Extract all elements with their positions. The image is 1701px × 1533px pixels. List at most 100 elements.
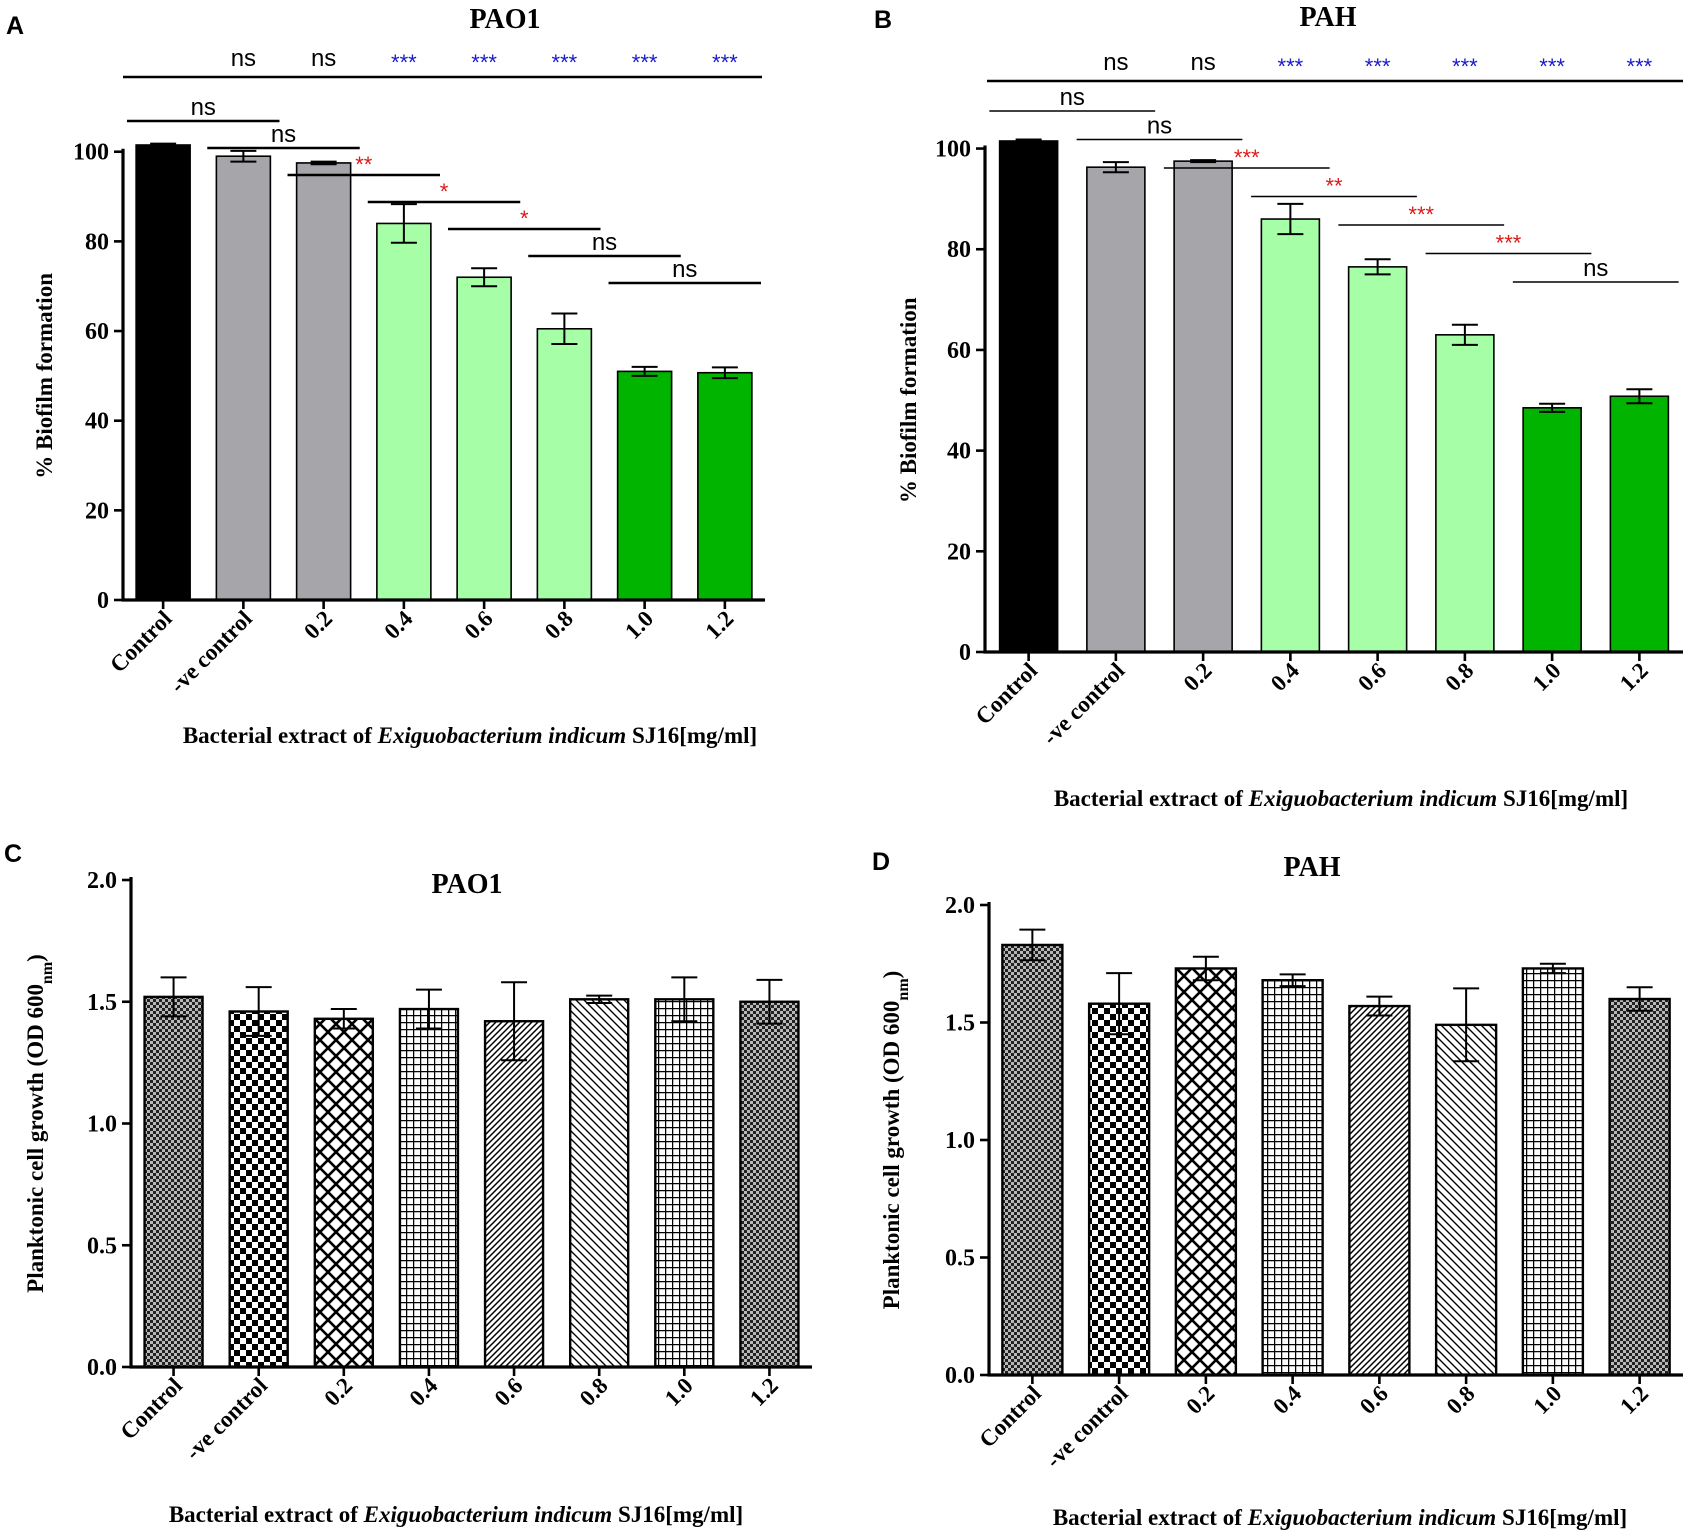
bar <box>456 276 512 601</box>
x-tick-label: 0.4 <box>379 606 417 644</box>
y-axis-label: % Biofilm formation <box>896 297 921 503</box>
significance-label: ns <box>672 256 697 283</box>
y-tick-label: 20 <box>947 539 971 565</box>
bar <box>1173 160 1233 653</box>
y-tick-label: 60 <box>947 338 971 364</box>
y-tick-label: 0.0 <box>87 1355 117 1381</box>
error-bar <box>1453 987 1480 1063</box>
error-bar <box>1451 323 1478 346</box>
y-axis-label-subscript: nm <box>895 978 912 1001</box>
bar <box>1348 1004 1411 1377</box>
y-tick-label: 1.0 <box>945 1128 975 1154</box>
x-tick-label: 1.2 <box>745 1373 783 1411</box>
significance-label: ns <box>1147 113 1172 140</box>
bar <box>568 998 630 1369</box>
x-tick-label: -ve control <box>1038 658 1130 750</box>
panel-d: D PAH 0.0 0.5 1.0 1.5 2.0 Control-ve control 0.2… <box>872 848 1683 1530</box>
x-tick-label: 0.8 <box>1442 1381 1480 1419</box>
significance-label: *** <box>1627 54 1653 79</box>
error-bar <box>1539 962 1566 975</box>
panel-b: B PAH 0 20 40 60 80 100 Control-ve control 0.2 0.4… <box>874 2 1683 811</box>
y-tick-label: 100 <box>73 140 109 166</box>
x-tick-label: Control <box>974 1381 1046 1453</box>
error-bar <box>756 978 783 1025</box>
y-tick-label: 0.5 <box>945 1246 975 1272</box>
error-bar <box>1277 202 1304 236</box>
error-bar <box>631 365 658 377</box>
x-axis-label-pre: Bacterial extract of <box>1054 786 1249 811</box>
error-bar <box>1364 258 1391 276</box>
x-tick-label: 1.2 <box>700 606 738 644</box>
bar <box>998 140 1059 653</box>
bar <box>228 1010 289 1369</box>
panel-title: PAO1 <box>431 869 502 900</box>
panel-letter: B <box>874 6 892 34</box>
x-axis-label-pre: Bacterial extract of <box>169 1502 364 1527</box>
x-axis-label-post: SJ16[mg/ml] <box>612 1502 743 1527</box>
error-bar <box>1279 973 1306 988</box>
x-tick-label: 1.0 <box>1528 1381 1566 1419</box>
x-axis-label: Bacterial extract of Exiguobacterium ind… <box>169 1502 743 1527</box>
error-bar <box>390 203 417 244</box>
x-tick-label: 1.0 <box>1528 658 1566 696</box>
y-tick-label: 0.5 <box>87 1233 117 1259</box>
significance-label: ** <box>355 152 373 177</box>
error-bar <box>245 986 272 1037</box>
significance-label: ns <box>311 45 336 72</box>
significance-label: * <box>440 179 449 204</box>
error-bar <box>160 976 187 1018</box>
significance-label: ns <box>271 121 296 148</box>
y-tick-label: 1.5 <box>945 1011 975 1037</box>
panel-title: PAH <box>1283 852 1340 883</box>
bar <box>1087 1002 1151 1377</box>
x-tick-label: 0.6 <box>1353 658 1391 696</box>
y-tick-label: 0 <box>97 588 109 614</box>
x-tick-label: 1.0 <box>620 606 658 644</box>
error-bar <box>1190 159 1217 164</box>
x-axis-label-post: SJ16[mg/ml] <box>626 723 757 748</box>
x-tick-label: 0.6 <box>490 1373 528 1411</box>
error-bar <box>1192 955 1219 982</box>
significance-label: *** <box>1496 231 1522 256</box>
x-tick-label: 0.2 <box>1181 1381 1219 1419</box>
significance-label: *** <box>712 50 738 75</box>
significance-label: ns <box>1060 84 1085 111</box>
significance-label: *** <box>471 50 497 75</box>
y-tick-label: 0.0 <box>945 1363 975 1389</box>
error-bar <box>150 142 177 148</box>
y-tick-label: 20 <box>85 498 109 524</box>
panel-title: PAO1 <box>469 4 540 35</box>
x-tick-label: -ve control <box>1041 1381 1133 1473</box>
x-tick-label: Control <box>971 658 1043 730</box>
panel-letter: A <box>6 12 24 40</box>
error-bar <box>1626 986 1653 1012</box>
x-tick-label: 0.8 <box>575 1373 613 1411</box>
x-tick-label: 0.8 <box>540 606 578 644</box>
x-tick-label: 1.2 <box>1615 658 1653 696</box>
x-axis-label-species: Exiguobacterium indicum <box>1248 786 1498 811</box>
x-tick-label: 1.0 <box>660 1373 698 1411</box>
bar <box>1260 218 1321 653</box>
significance-label: *** <box>1278 54 1304 79</box>
significance-label: ns <box>231 45 256 72</box>
error-bar <box>711 366 738 380</box>
significance-label: *** <box>552 50 578 75</box>
error-bar <box>1015 138 1042 144</box>
significance-label: *** <box>632 50 658 75</box>
bar <box>1522 407 1582 653</box>
significance-label: ns <box>592 229 617 256</box>
bar <box>1435 334 1495 653</box>
x-tick-label: 0.6 <box>460 606 498 644</box>
significance-label: ns <box>191 94 216 121</box>
error-bar <box>671 976 698 1023</box>
panel-a: A PAO1 0 20 40 60 80 100 Control-ve control 0.2 0.… <box>6 4 765 748</box>
y-axis-label-end: ) <box>879 971 904 979</box>
bar <box>1521 967 1585 1377</box>
x-axis-label: Bacterial extract of Exiguobacterium ind… <box>1054 786 1628 811</box>
x-axis-label: Bacterial extract of Exiguobacterium ind… <box>1053 1505 1627 1530</box>
error-bar <box>310 160 337 166</box>
y-tick-label: 40 <box>947 439 971 465</box>
significance-label: ** <box>1325 174 1343 199</box>
error-bar <box>330 1008 357 1030</box>
panel-letter: D <box>872 848 890 876</box>
